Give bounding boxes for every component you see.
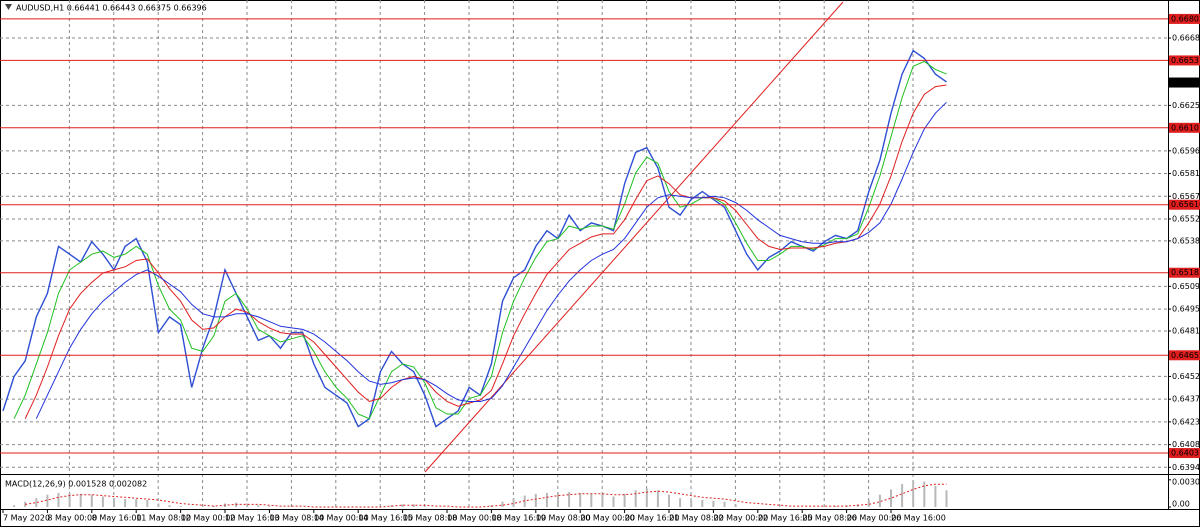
symbol-icon [5, 4, 12, 10]
level-label-bg [1169, 199, 1200, 210]
last-price-label: 0.66396 [1171, 78, 1200, 87]
level-label: 0.65616 [1171, 200, 1200, 209]
y-tick-label: 0.63940 [1172, 463, 1200, 472]
level-label: 0.66537 [1171, 56, 1200, 65]
macd-y-tick-label: 0.00 [1172, 500, 1190, 509]
level-label-bg [1169, 267, 1200, 278]
x-tick-label: 22 May 16:00 [758, 514, 813, 523]
x-tick-label: 21 May 08:00 [669, 514, 724, 523]
x-tick-label: 22 May 00:00 [713, 514, 768, 523]
level-label: 0.66802 [1171, 14, 1200, 23]
level-label-bg [1169, 55, 1200, 66]
level-label: 0.65182 [1171, 268, 1200, 277]
x-tick-label: 15 May 08:00 [403, 514, 458, 523]
x-tick-label: 13 May 08:00 [269, 514, 324, 523]
y-tick-label: 0.65815 [1172, 169, 1200, 178]
x-tick-label: 7 May 2020 [3, 514, 50, 523]
x-tick-label: 8 May 16:00 [92, 514, 142, 523]
x-tick-label: 18 May 00:00 [447, 514, 502, 523]
x-tick-label: 19 May 08:00 [536, 514, 591, 523]
y-tick-label: 0.65385 [1172, 236, 1200, 245]
x-tick-label: 18 May 16:00 [491, 514, 546, 523]
x-tick-label: 12 May 16:00 [225, 514, 280, 523]
series-line [35, 101, 947, 419]
y-tick-label: 0.64375 [1172, 395, 1200, 404]
x-tick-label: 14 May 16:00 [358, 514, 413, 523]
macd-title: MACD(12,26,9) 0.001528 0.002082 [5, 480, 147, 489]
x-tick-label: 8 May 00:00 [47, 514, 97, 523]
level-label-bg [1169, 350, 1200, 361]
macd-y-tick-label: 0.003092 [1172, 478, 1200, 487]
x-tick-label: 20 May 16:00 [625, 514, 680, 523]
chart-title: AUDUSD,H1 0.66441 0.66443 0.66375 0.6639… [16, 4, 207, 13]
x-tick-label: 11 May 08:00 [136, 514, 191, 523]
x-tick-label: 14 May 00:00 [314, 514, 369, 523]
series-line [2, 49, 947, 428]
series-line [13, 60, 947, 420]
y-tick-label: 0.65525 [1172, 214, 1200, 223]
x-tick-label: 26 May 16:00 [891, 514, 946, 523]
y-tick-label: 0.65095 [1172, 282, 1200, 291]
x-tick-label: 26 May 00:00 [847, 514, 902, 523]
trend-line [424, 1, 844, 473]
level-label: 0.64031 [1171, 449, 1200, 458]
x-tick-label: 20 May 00:00 [580, 514, 635, 523]
level-label-bg [1169, 448, 1200, 459]
x-tick-label: 25 May 08:00 [802, 514, 857, 523]
level-label: 0.66107 [1171, 123, 1200, 132]
series-line [24, 84, 947, 419]
y-tick-label: 0.64085 [1172, 440, 1200, 449]
x-tick-label: 12 May 00:00 [181, 514, 236, 523]
last-price-bg [1169, 77, 1200, 88]
level-label-bg [1169, 13, 1200, 24]
level-label: 0.64655 [1171, 351, 1200, 360]
level-label-bg [1169, 122, 1200, 133]
